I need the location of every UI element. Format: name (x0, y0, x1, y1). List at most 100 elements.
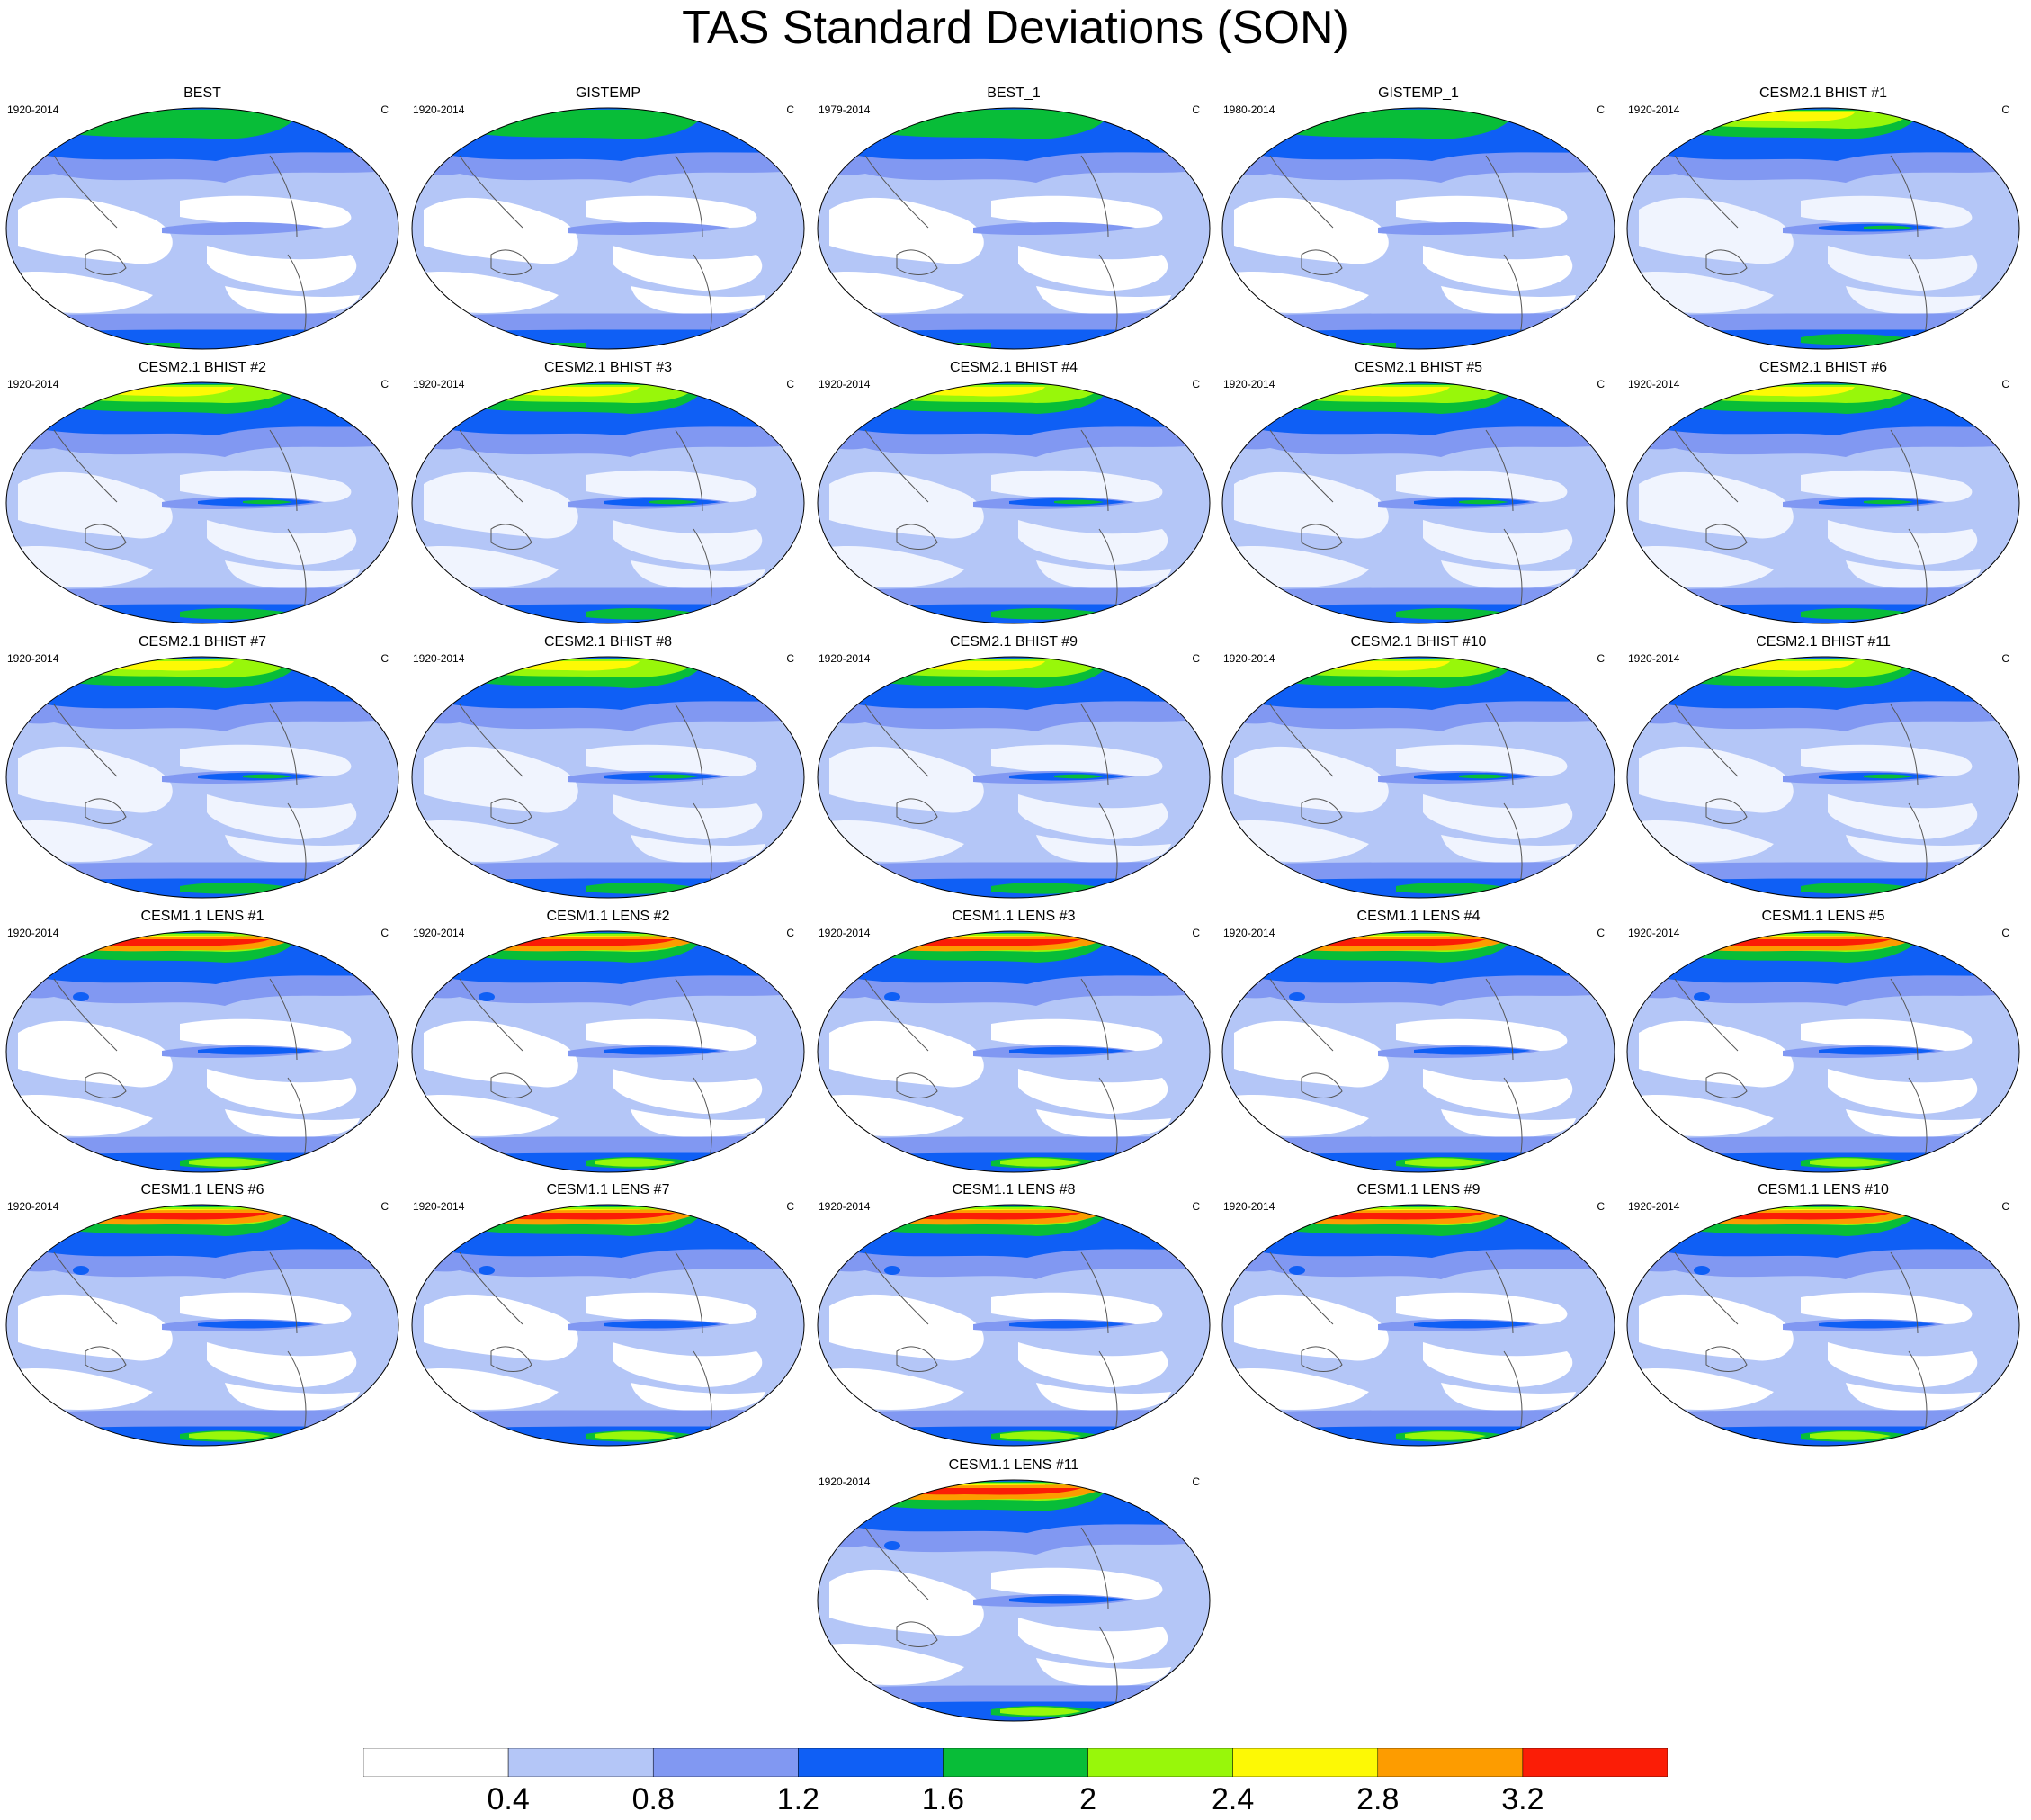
map-panel: CESM1.1 LENS #3 1920-2014 C (811, 909, 1216, 1179)
world-map (817, 656, 1211, 899)
panel-period: 1920-2014 (1628, 378, 1680, 390)
panel-period: 1920-2014 (7, 927, 59, 939)
colorbar-swatch (507, 1748, 654, 1777)
panel-period: 1920-2014 (1223, 378, 1275, 390)
world-map (5, 381, 399, 624)
map-panel: BEST 1920-2014 C (0, 85, 405, 355)
colorbar-swatch (1522, 1748, 1668, 1777)
panel-period: 1920-2014 (413, 927, 465, 939)
colorbar (363, 1748, 1668, 1777)
map-panel: CESM2.1 BHIST #10 1920-2014 C (1216, 634, 1621, 904)
panel-period: 1920-2014 (413, 103, 465, 116)
map-panel: CESM1.1 LENS #8 1920-2014 C (811, 1182, 1216, 1452)
panel-units: C (786, 927, 794, 939)
panel-period: 1920-2014 (819, 927, 871, 939)
world-map (1626, 656, 2020, 899)
panel-period: 1920-2014 (7, 378, 59, 390)
map-panel: CESM2.1 BHIST #2 1920-2014 C (0, 360, 405, 630)
panel-title: CESM1.1 LENS #1 (140, 909, 264, 924)
world-map (5, 930, 399, 1173)
world-map (411, 381, 805, 624)
colorbar-swatch (1087, 1748, 1233, 1777)
world-map (5, 656, 399, 899)
world-map (1221, 381, 1615, 624)
panel-title: CESM1.1 LENS #11 (948, 1457, 1079, 1473)
colorbar-labels: 0.4 0.8 1.2 1.6 2 2.4 2.8 3.2 (363, 1781, 1668, 1817)
panel-title: CESM1.1 LENS #8 (952, 1182, 1076, 1197)
colorbar-tick-label: 2 (1079, 1782, 1097, 1816)
panel-units: C (2001, 103, 2009, 116)
panel-title: CESM1.1 LENS #7 (546, 1182, 670, 1197)
world-map (1221, 1204, 1615, 1447)
panel-units: C (1597, 652, 1605, 665)
panel-period: 1920-2014 (7, 652, 59, 665)
panel-title: CESM1.1 LENS #6 (140, 1182, 264, 1197)
panel-units: C (2001, 1200, 2009, 1213)
world-map (1626, 381, 2020, 624)
panel-units: C (380, 652, 389, 665)
panel-title: CESM2.1 BHIST #5 (1355, 360, 1482, 375)
panel-title: CESM2.1 BHIST #6 (1759, 360, 1887, 375)
map-panel: CESM2.1 BHIST #1 1920-2014 C (1621, 85, 2026, 355)
panel-units: C (2001, 652, 2009, 665)
panel-units: C (380, 378, 389, 390)
map-panel: GISTEMP_1 1980-2014 C (1216, 85, 1621, 355)
map-panel: CESM1.1 LENS #9 1920-2014 C (1216, 1182, 1621, 1452)
map-panel: CESM2.1 BHIST #7 1920-2014 C (0, 634, 405, 904)
map-panel: CESM2.1 BHIST #8 1920-2014 C (406, 634, 810, 904)
map-panel: CESM1.1 LENS #1 1920-2014 C (0, 909, 405, 1179)
world-map (1221, 107, 1615, 350)
panel-units: C (1192, 378, 1200, 390)
panel-units: C (380, 927, 389, 939)
panel-title: CESM1.1 LENS #5 (1761, 909, 1885, 924)
panel-period: 1920-2014 (819, 1200, 871, 1213)
world-map (817, 107, 1211, 350)
world-map (1221, 930, 1615, 1173)
world-map (817, 1204, 1211, 1447)
map-panel: CESM1.1 LENS #6 1920-2014 C (0, 1182, 405, 1452)
panel-title: GISTEMP (575, 85, 640, 101)
panel-period: 1920-2014 (1628, 927, 1680, 939)
world-map (5, 1204, 399, 1447)
colorbar-swatch (652, 1748, 799, 1777)
world-map (1221, 656, 1615, 899)
world-map (411, 930, 805, 1173)
panel-period: 1920-2014 (7, 103, 59, 116)
world-map (817, 381, 1211, 624)
panel-title: BEST (183, 85, 221, 101)
map-panel: CESM1.1 LENS #4 1920-2014 C (1216, 909, 1621, 1179)
world-map (5, 107, 399, 350)
panel-units: C (380, 1200, 389, 1213)
world-map (1626, 107, 2020, 350)
world-map (1626, 930, 2020, 1173)
panel-title: CESM1.1 LENS #3 (952, 909, 1076, 924)
panel-period: 1920-2014 (7, 1200, 59, 1213)
panel-units: C (1192, 652, 1200, 665)
map-panel: CESM2.1 BHIST #9 1920-2014 C (811, 634, 1216, 904)
panel-period: 1920-2014 (1223, 1200, 1275, 1213)
map-panel: CESM2.1 BHIST #5 1920-2014 C (1216, 360, 1621, 630)
panel-units: C (1597, 1200, 1605, 1213)
colorbar-swatch (1232, 1748, 1379, 1777)
panel-period: 1980-2014 (1223, 103, 1275, 116)
colorbar-tick-label: 1.6 (921, 1782, 965, 1816)
panel-period: 1920-2014 (819, 378, 871, 390)
panel-period: 1920-2014 (819, 652, 871, 665)
panel-title: CESM2.1 BHIST #10 (1350, 634, 1487, 650)
colorbar-tick-label: 2.4 (1212, 1782, 1255, 1816)
world-map (411, 107, 805, 350)
colorbar-swatch (363, 1748, 509, 1777)
panel-title: CESM2.1 BHIST #11 (1756, 634, 1891, 650)
panel-period: 1920-2014 (1223, 652, 1275, 665)
panel-units: C (1597, 103, 1605, 116)
world-map (411, 656, 805, 899)
panel-units: C (1192, 103, 1200, 116)
colorbar-tick-label: 3.2 (1501, 1782, 1544, 1816)
map-panel: CESM2.1 BHIST #6 1920-2014 C (1621, 360, 2026, 630)
panel-period: 1920-2014 (413, 378, 465, 390)
panel-units: C (1192, 1200, 1200, 1213)
panel-title: BEST_1 (987, 85, 1041, 101)
panel-units: C (2001, 927, 2009, 939)
panel-period: 1920-2014 (1223, 927, 1275, 939)
colorbar-tick-label: 1.2 (776, 1782, 819, 1816)
